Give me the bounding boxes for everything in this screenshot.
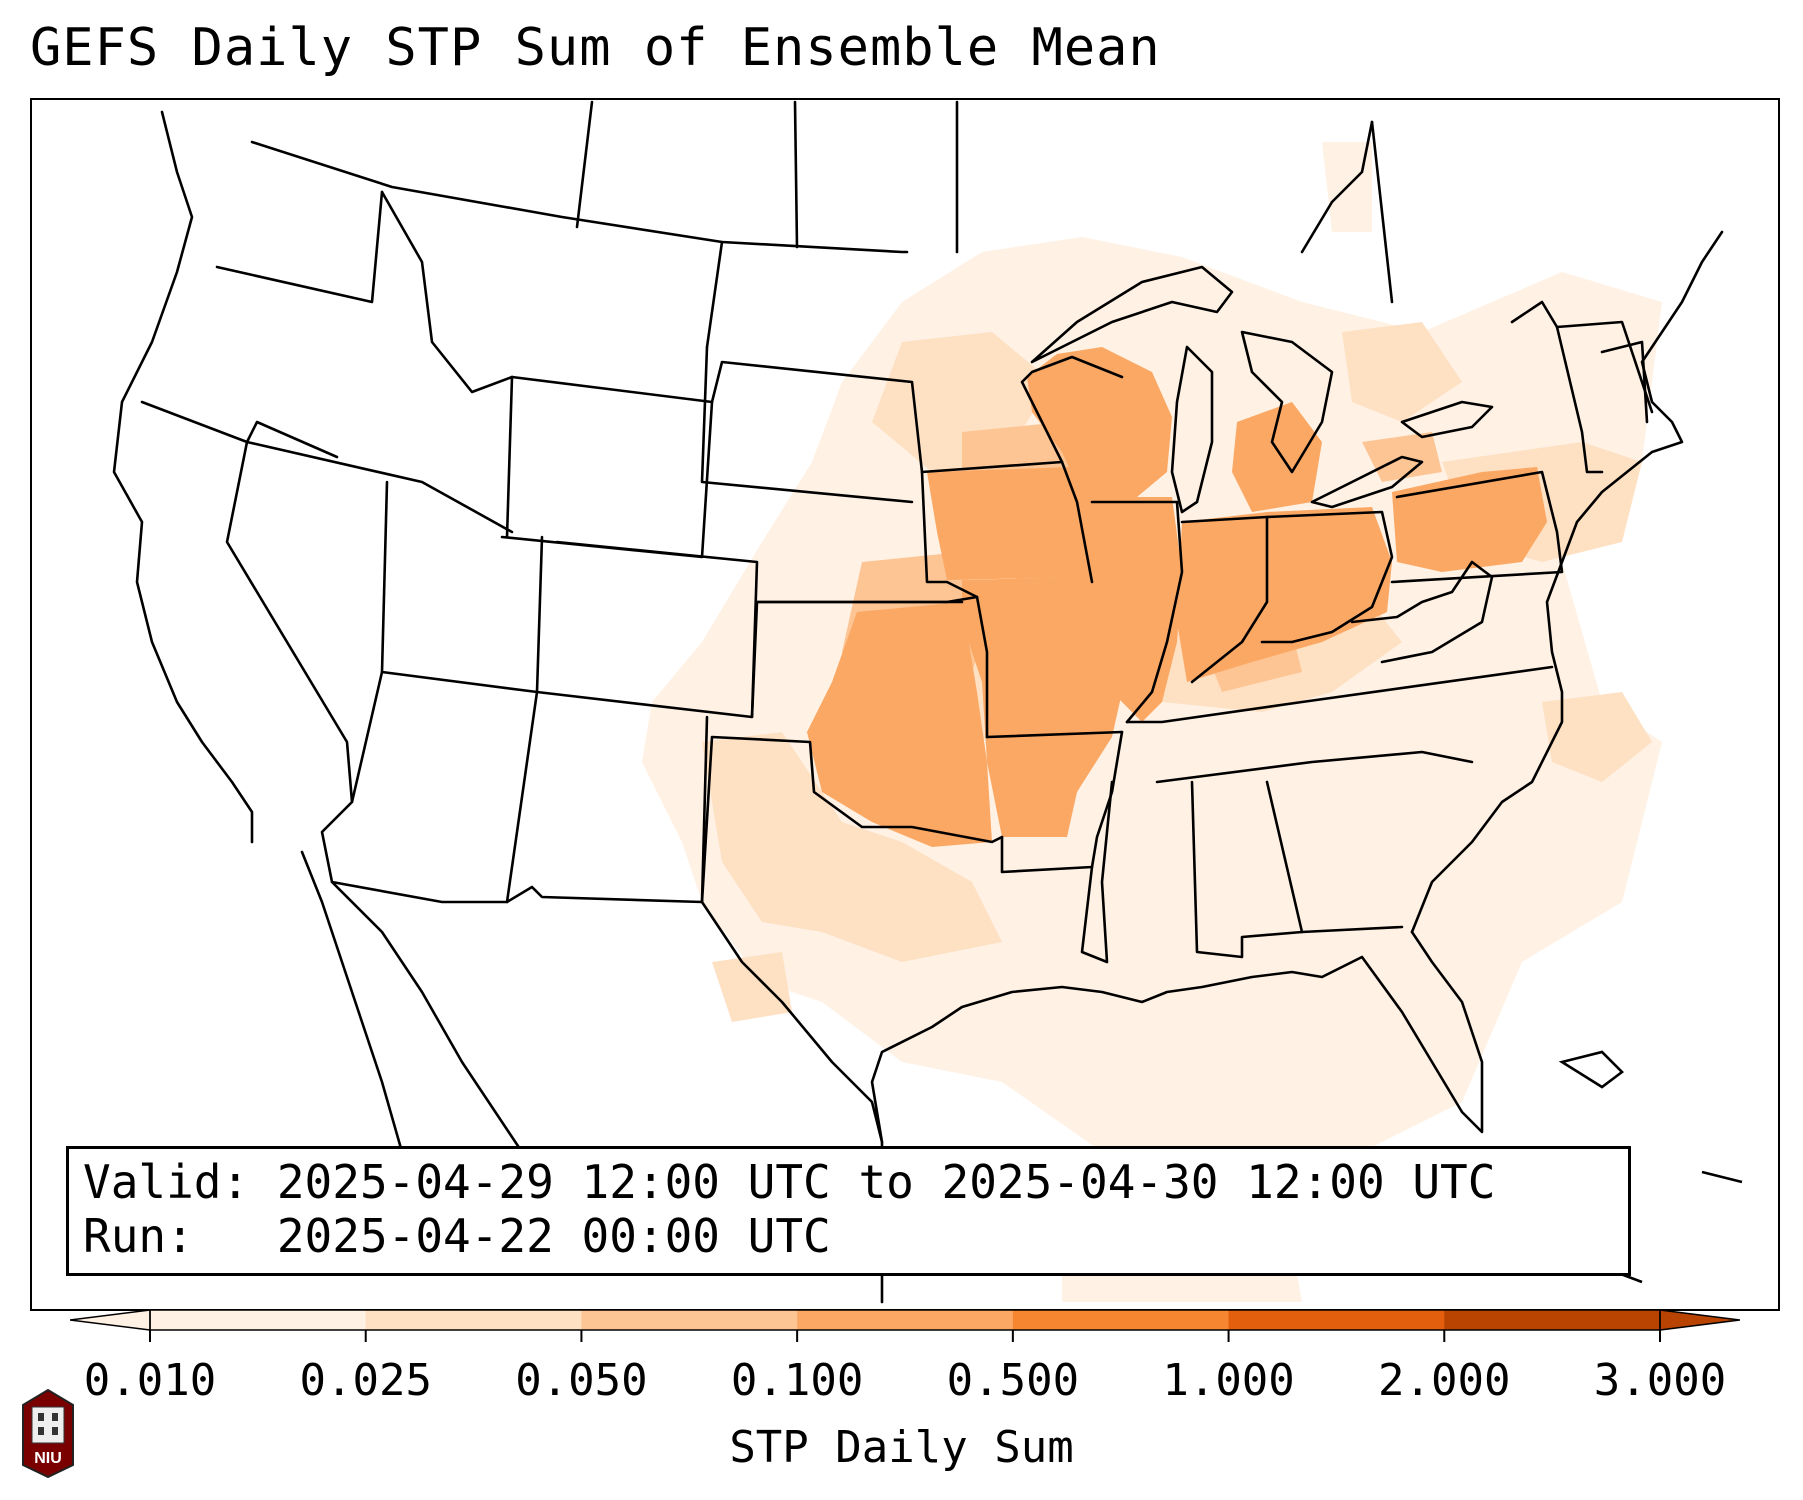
colorbar-tick-label: 0.500 — [946, 1355, 1080, 1406]
pacific-coastline — [112, 110, 254, 844]
lake-huron — [1240, 330, 1334, 474]
colorbar-tick-label: 0.050 — [515, 1355, 648, 1406]
colorbar-bin-5 — [1228, 1310, 1445, 1330]
colorbar-bin-2 — [581, 1310, 798, 1330]
colorbar-bin-4 — [1012, 1310, 1230, 1330]
svg-text:NIU: NIU — [34, 1450, 62, 1467]
colorbar-label: STP Daily Sum — [729, 1422, 1074, 1473]
valid-run-box: Valid: 2025-04-29 12:00 UTC to 2025-04-3… — [66, 1146, 1631, 1276]
colorbar-tick-label: 1.000 — [1162, 1355, 1295, 1406]
map-panel — [30, 98, 1780, 1311]
lake-superior — [1030, 265, 1234, 364]
colorbar-bin-3 — [797, 1310, 1014, 1330]
valid-time-line: Valid: 2025-04-29 12:00 UTC to 2025-04-3… — [83, 1155, 1496, 1209]
colorbar-tick-label: 0.010 — [83, 1355, 217, 1406]
colorbar-tick-labels: 0.010 0.025 0.050 0.100 0.500 1.000 2.000 3.000 — [0, 1355, 1803, 1415]
stp-core-0100 — [807, 347, 1547, 847]
niu-logo: NIU — [22, 1388, 74, 1479]
colorbar-tick-label: 0.025 — [299, 1355, 432, 1406]
run-time-line: Run: 2025-04-22 00:00 UTC — [83, 1209, 831, 1263]
stp-colorbar — [70, 1310, 1740, 1342]
colorbar-over-triangle — [1659, 1310, 1740, 1331]
stp-shading-layer — [642, 142, 1662, 1302]
atlantic-coastline — [1410, 230, 1724, 934]
state-boundaries-layer — [112, 100, 1724, 1304]
canada-border-west — [250, 140, 909, 254]
colorbar-under-triangle — [70, 1310, 151, 1331]
colorbar-tick-label: 3.000 — [1593, 1355, 1727, 1406]
gulf-coastline — [700, 900, 1484, 1144]
conus-map — [112, 100, 1743, 1304]
colorbar-bin-1 — [365, 1310, 582, 1330]
colorbar-bin-0 — [150, 1310, 367, 1330]
lake-ontario — [1400, 400, 1494, 439]
colorbar-bin-6 — [1444, 1310, 1661, 1330]
lake-erie — [1310, 455, 1424, 509]
colorbar-tick-label: 2.000 — [1378, 1355, 1511, 1406]
colorbar-outline — [149, 1310, 1661, 1331]
lake-michigan — [1170, 345, 1214, 514]
colorbar-tick-label: 0.100 — [730, 1355, 864, 1406]
map-title: GEFS Daily STP Sum of Ensemble Mean — [30, 18, 1161, 78]
